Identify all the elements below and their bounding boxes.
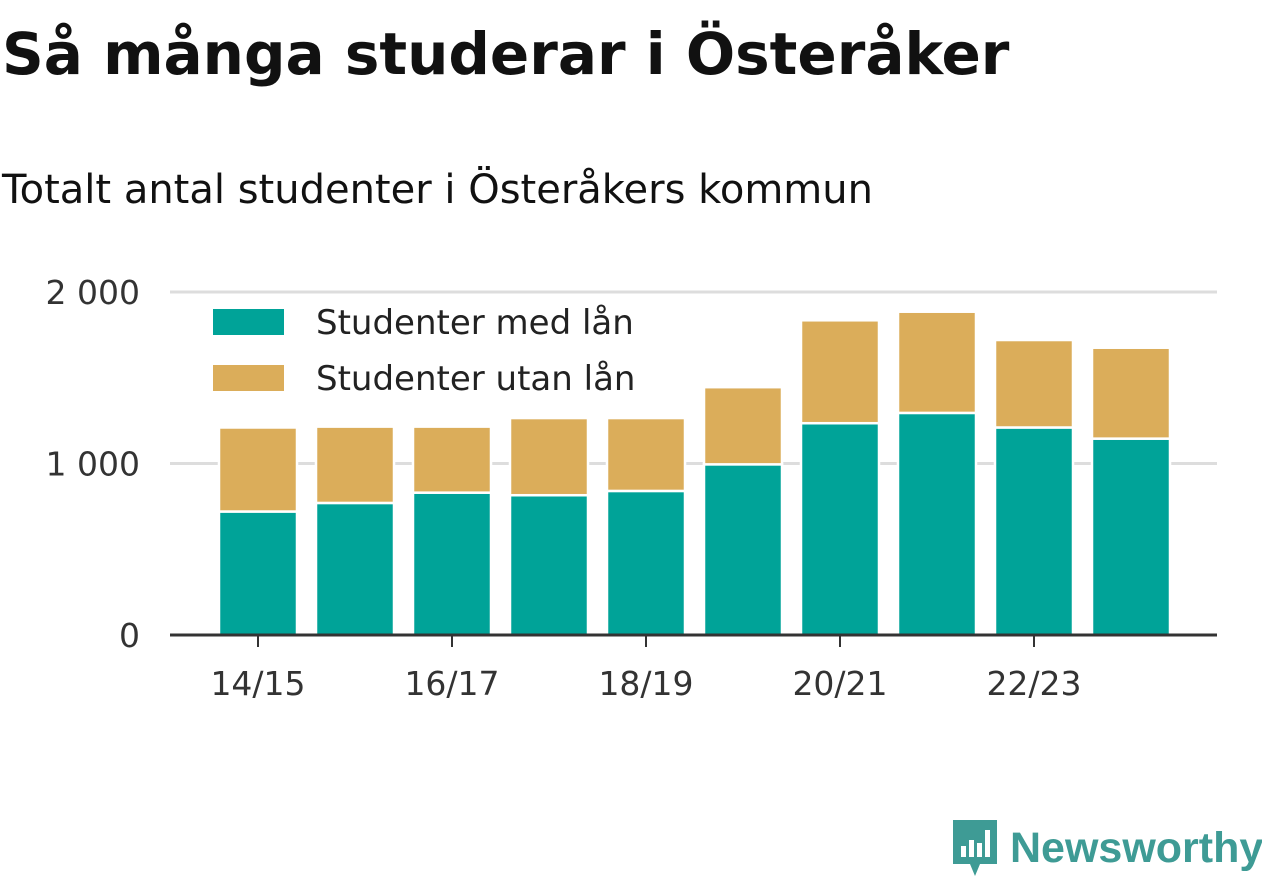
bar-segment: [314, 425, 396, 505]
legend-swatch: [213, 309, 284, 335]
bar-segment: [1090, 437, 1172, 637]
bar-segment: [508, 416, 590, 497]
chart-title: Så många studerar i Österåker: [2, 20, 1010, 88]
bar-chart-speech-bubble-icon: [953, 820, 997, 876]
logo-text: Newsworthy: [1010, 823, 1262, 872]
y-tick-label: 1 000: [46, 445, 140, 484]
bar-segment: [217, 510, 299, 637]
chart-subtitle: Totalt antal studenter i Österåkers komm…: [2, 167, 873, 213]
x-tick-label: 16/17: [404, 664, 499, 703]
bars: [217, 310, 1172, 637]
x-tick-label: 14/15: [210, 664, 305, 703]
x-tick-label: 22/23: [986, 664, 1081, 703]
bar-segment: [508, 493, 590, 637]
legend-swatch: [213, 365, 284, 391]
legend-label: Studenter med lån: [316, 303, 634, 343]
bar-segment: [896, 411, 978, 637]
bar-segment: [799, 319, 881, 425]
bar-segment: [605, 416, 687, 493]
x-axis: 14/15 16/17 18/19 20/21 22/23: [170, 633, 1217, 703]
newsworthy-logo: Newsworthy: [950, 816, 1262, 880]
x-tick-label: 20/21: [792, 664, 887, 703]
bar-segment: [1090, 346, 1172, 440]
y-axis-tick-labels: 0 1 000 2 000: [46, 273, 140, 655]
bar-segment: [411, 491, 493, 637]
bar-segment: [993, 426, 1075, 637]
bar-segment: [217, 426, 299, 513]
bar-segment: [702, 463, 784, 637]
bar-segment: [411, 425, 493, 494]
y-tick-label: 2 000: [46, 273, 140, 312]
legend-label: Studenter utan lån: [316, 359, 635, 399]
bar-segment: [314, 501, 396, 637]
x-tick-label: 18/19: [598, 664, 693, 703]
bar-segment: [799, 421, 881, 637]
legend: Studenter med lån Studenter utan lån: [190, 296, 660, 408]
bar-segment: [993, 338, 1075, 429]
y-tick-label: 0: [119, 616, 140, 655]
bar-segment: [896, 310, 978, 415]
bar-segment: [605, 489, 687, 637]
bar-segment: [702, 385, 784, 466]
